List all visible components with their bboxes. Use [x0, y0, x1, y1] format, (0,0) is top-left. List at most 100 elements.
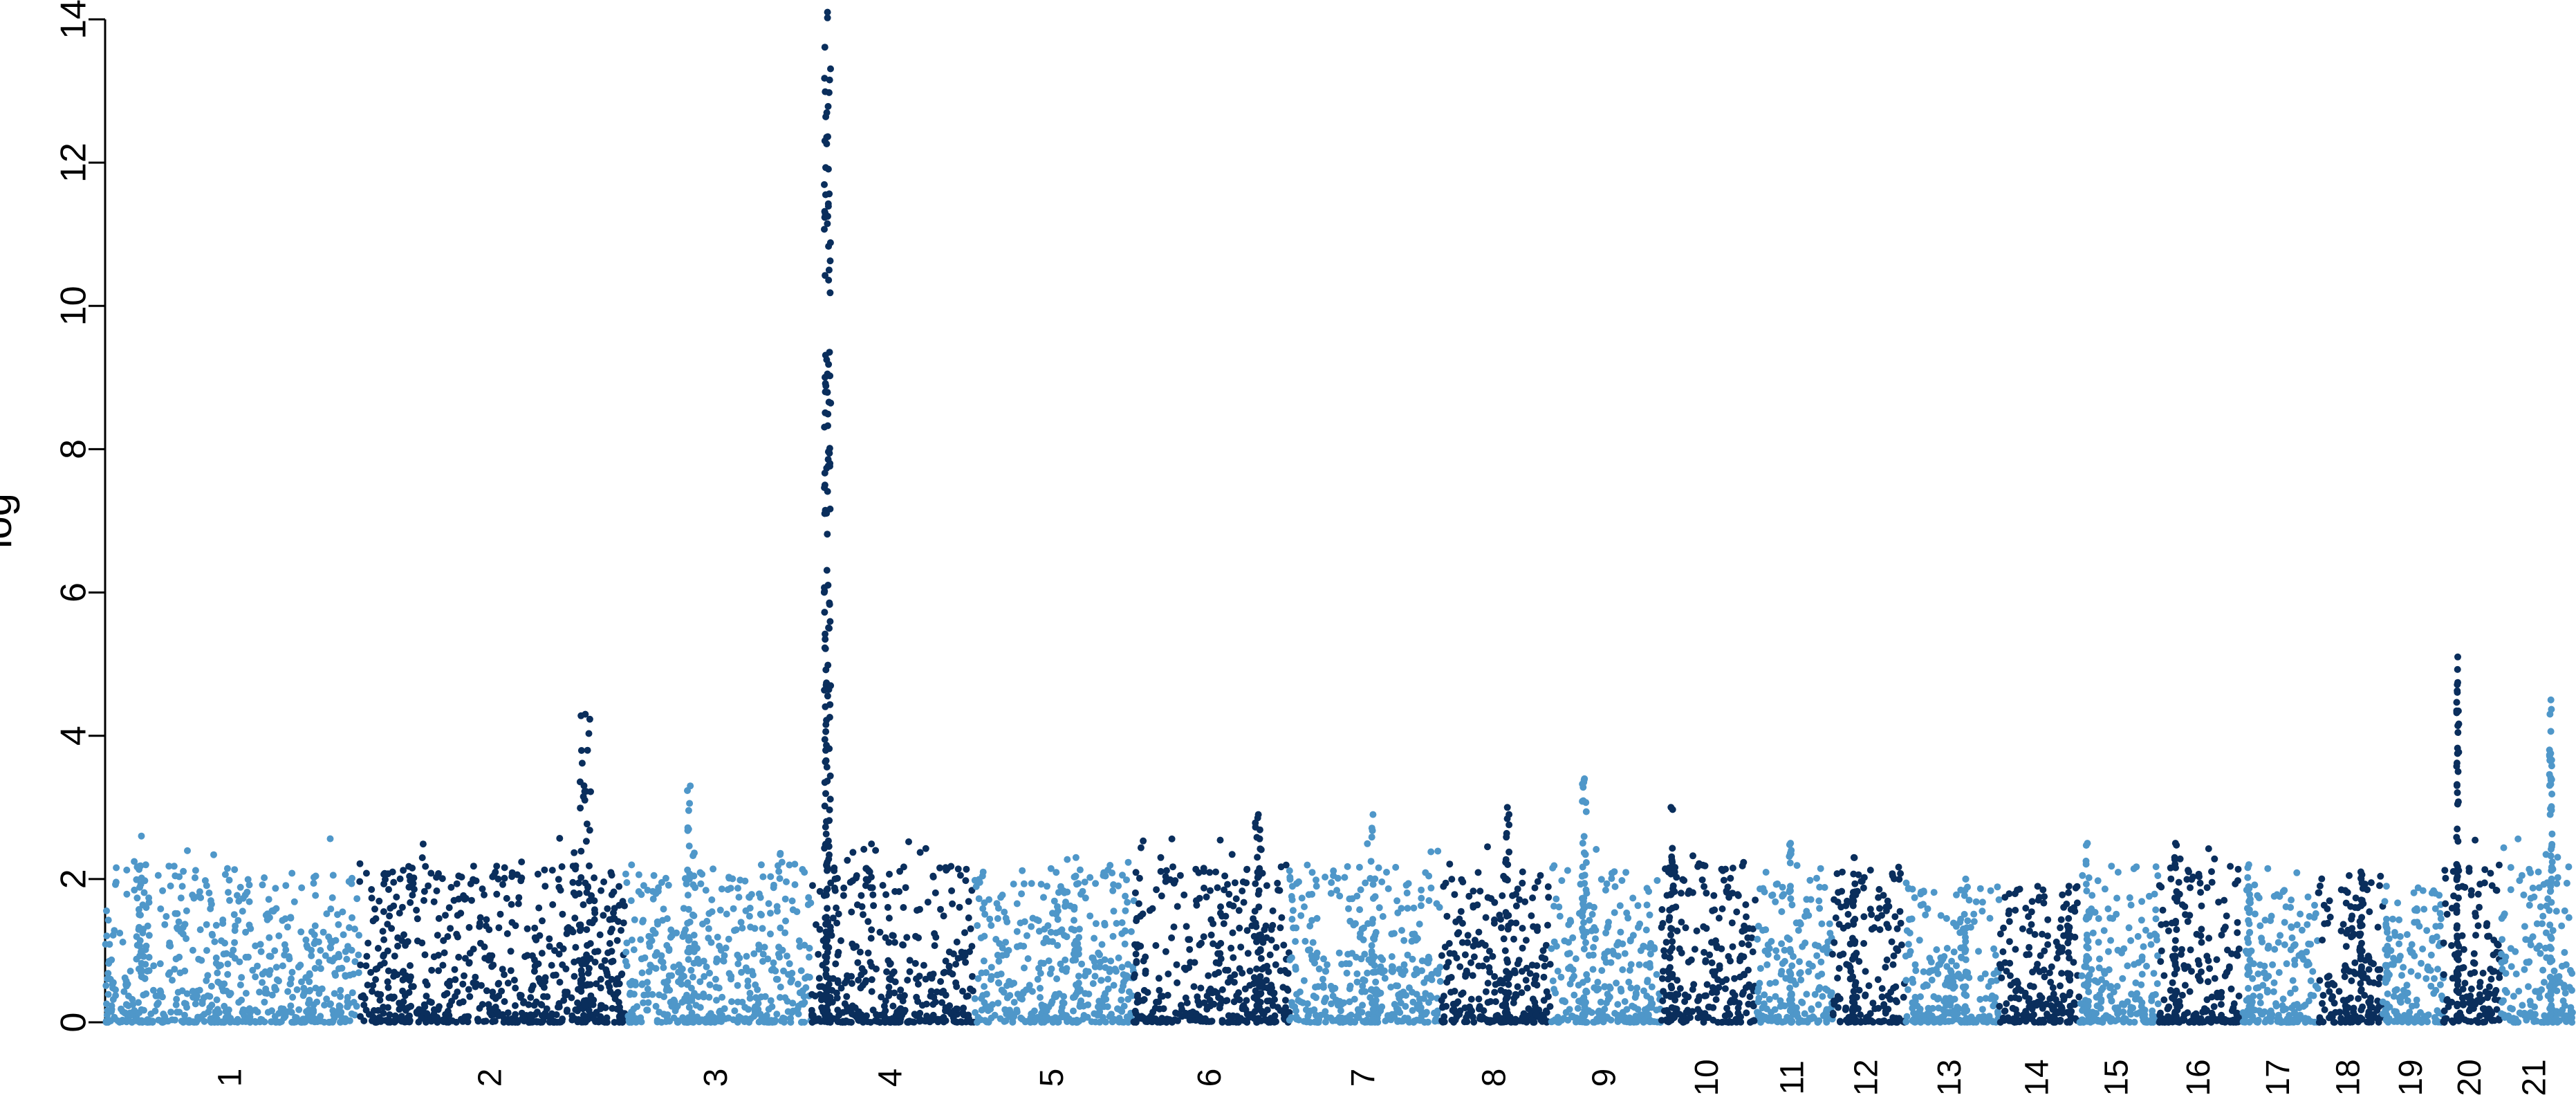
- snp-point: [300, 984, 308, 992]
- snp-point: [780, 967, 787, 975]
- snp-point: [172, 1016, 178, 1024]
- snp-point: [207, 897, 214, 905]
- snp-point: [271, 984, 279, 991]
- snp-point: [1698, 876, 1706, 884]
- snp-point: [1906, 951, 1913, 959]
- snp-point: [746, 995, 754, 1002]
- snp-point: [577, 874, 585, 881]
- snp-point: [629, 1011, 636, 1018]
- snp-point: [890, 968, 898, 975]
- snp-point: [245, 953, 252, 961]
- snp-point: [1309, 939, 1317, 946]
- snp-point: [170, 863, 178, 870]
- snp-point: [647, 961, 654, 969]
- snp-point: [377, 961, 384, 969]
- snp-point: [489, 993, 497, 1000]
- snp-point: [1484, 894, 1492, 901]
- snp-point: [1740, 970, 1748, 978]
- snp-point: [1523, 984, 1531, 992]
- snp-point: [1089, 980, 1097, 987]
- snp-point: [1068, 925, 1075, 933]
- snp-point: [826, 1012, 833, 1019]
- snp-point: [259, 881, 266, 889]
- snp-point: [1943, 945, 1951, 952]
- snp-point: [1860, 913, 1868, 921]
- snp-point: [461, 972, 467, 979]
- snp-point: [761, 943, 768, 951]
- snp-point: [775, 867, 783, 875]
- snp-point: [1292, 964, 1299, 971]
- snp-point: [1943, 914, 1950, 922]
- snp-point: [483, 987, 490, 995]
- snp-point: [1581, 904, 1588, 912]
- snp-point: [671, 998, 678, 1006]
- snp-point-peak: [1667, 804, 1675, 811]
- snp-point: [391, 1018, 398, 1026]
- snp-point: [741, 1018, 748, 1026]
- snp-point: [940, 912, 947, 920]
- snp-point: [1138, 1013, 1145, 1020]
- snp-point: [1452, 1016, 1459, 1024]
- snp-point: [1467, 995, 1475, 1003]
- snp-point: [289, 993, 297, 1001]
- snp-point: [821, 225, 828, 233]
- snp-point: [257, 1015, 265, 1023]
- snp-point: [414, 937, 421, 945]
- snp-point: [822, 645, 829, 652]
- snp-point: [1254, 1015, 1262, 1022]
- snp-point: [778, 858, 786, 866]
- snp-point: [584, 981, 591, 988]
- snp-point: [1149, 1008, 1157, 1016]
- snp-point: [1826, 920, 1833, 928]
- snp-point: [1779, 883, 1786, 891]
- snp-point: [503, 930, 511, 937]
- snp-point: [380, 908, 387, 915]
- snp-point: [869, 884, 876, 892]
- snp-point: [1349, 895, 1356, 903]
- snp-point: [1237, 943, 1245, 951]
- snp-point: [1121, 940, 1129, 948]
- snp-point: [1097, 959, 1104, 966]
- snp-point: [1328, 879, 1335, 886]
- snp-point: [1393, 897, 1401, 905]
- snp-point: [831, 864, 838, 872]
- snp-point: [1368, 824, 1375, 832]
- snp-point: [950, 1017, 958, 1025]
- snp-point: [1217, 903, 1224, 910]
- snp-point: [1761, 991, 1768, 999]
- snp-point: [493, 863, 501, 870]
- snp-point: [670, 964, 678, 970]
- snp-point: [904, 1018, 911, 1026]
- snp-point: [822, 88, 829, 95]
- snp-point: [823, 988, 831, 995]
- snp-point: [327, 944, 335, 952]
- snp-point: [1817, 865, 1824, 872]
- snp-point: [713, 997, 720, 1004]
- snp-point: [1741, 926, 1748, 934]
- snp-point: [1883, 956, 1891, 964]
- snp-point: [1795, 927, 1802, 934]
- snp-point: [154, 1000, 162, 1007]
- snp-point: [1491, 988, 1499, 996]
- snp-point: [777, 924, 784, 932]
- snp-point: [1835, 1004, 1842, 1011]
- snp-point: [1708, 959, 1716, 966]
- snp-point: [1443, 1002, 1450, 1010]
- snp-point: [1456, 963, 1464, 970]
- snp-point: [1243, 1019, 1251, 1026]
- snp-point: [1046, 970, 1054, 977]
- snp-point: [1369, 998, 1376, 1006]
- snp-point: [225, 889, 232, 896]
- snp-point: [822, 757, 830, 764]
- snp-point: [1266, 951, 1274, 959]
- snp-point: [578, 960, 586, 968]
- snp-point: [1757, 965, 1764, 973]
- snp-point: [914, 980, 922, 988]
- snp-point: [662, 986, 670, 994]
- snp-point: [685, 956, 692, 964]
- snp-point: [455, 953, 463, 961]
- snp-point: [214, 1015, 221, 1023]
- snp-point: [841, 979, 849, 987]
- snp-point: [1778, 940, 1786, 948]
- snp-point: [689, 852, 697, 860]
